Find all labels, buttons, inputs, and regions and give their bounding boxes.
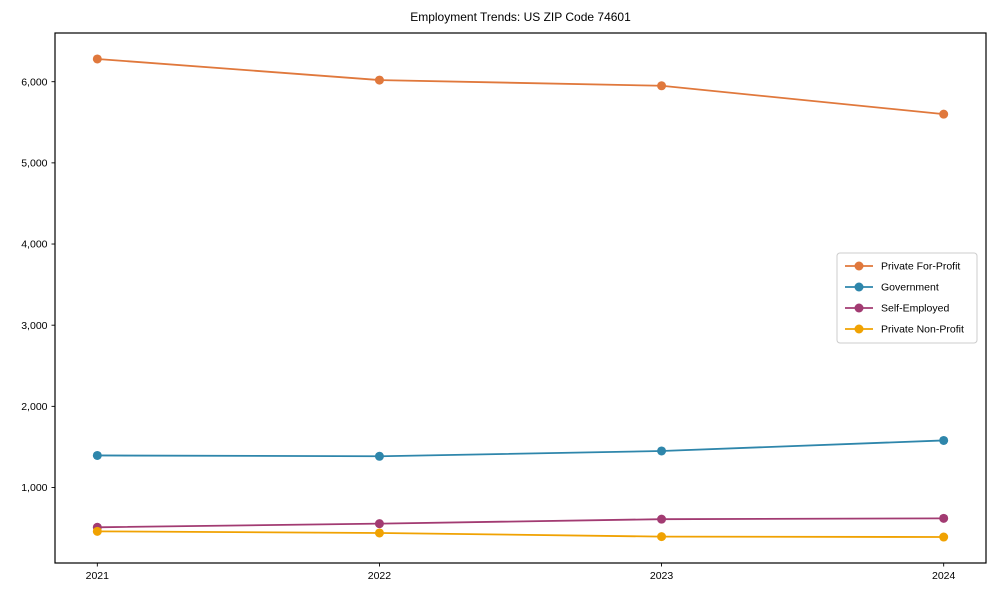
legend-item-government: Government bbox=[845, 282, 939, 294]
legend-marker bbox=[854, 261, 864, 271]
plot-area-frame bbox=[54, 32, 987, 564]
series-line-self-employed bbox=[97, 517, 944, 529]
legend-label: Government bbox=[881, 282, 939, 294]
legend-label: Private For-Profit bbox=[881, 261, 960, 273]
legend-marker bbox=[854, 282, 864, 292]
legend-marker bbox=[854, 324, 864, 334]
x-axis-tick-label: 2024 bbox=[932, 570, 956, 582]
chart-title: Employment Trends: US ZIP Code 74601 bbox=[410, 10, 631, 24]
x-axis-tick-label: 2021 bbox=[86, 570, 110, 582]
data-point-private-non-profit bbox=[657, 532, 667, 542]
data-point-government bbox=[657, 446, 667, 456]
y-axis-tick-label: 4,000 bbox=[21, 239, 47, 251]
y-axis-tick-label: 6,000 bbox=[21, 76, 47, 88]
series-line-government bbox=[97, 439, 944, 458]
series-line-private-for-profit bbox=[97, 58, 944, 116]
x-axis-tick-label: 2022 bbox=[368, 570, 392, 582]
legend-marker bbox=[854, 303, 864, 313]
legend-item-private-non-profit: Private Non-Profit bbox=[845, 324, 964, 336]
y-axis-tick-label: 5,000 bbox=[21, 158, 47, 170]
data-point-private-for-profit bbox=[374, 75, 384, 85]
data-point-private-for-profit bbox=[92, 54, 102, 64]
data-point-self-employed bbox=[374, 519, 384, 529]
legend-item-private-for-profit: Private For-Profit bbox=[845, 261, 960, 273]
legend-label: Private Non-Profit bbox=[881, 324, 964, 336]
data-point-private-non-profit bbox=[939, 532, 949, 542]
data-point-self-employed bbox=[939, 513, 949, 523]
data-point-self-employed bbox=[657, 514, 667, 524]
x-axis-tick-label: 2023 bbox=[650, 570, 674, 582]
y-axis-tick-label: 1,000 bbox=[21, 482, 47, 494]
legend: Private For-Profit Government Self-Employe… bbox=[836, 252, 978, 344]
legend-label: Self-Employed bbox=[881, 303, 949, 315]
data-point-government bbox=[939, 435, 949, 445]
y-axis-tick-label: 3,000 bbox=[21, 320, 47, 332]
series-line-private-non-profit bbox=[97, 530, 944, 538]
data-point-private-for-profit bbox=[939, 109, 949, 119]
data-point-private-for-profit bbox=[657, 81, 667, 91]
legend-box bbox=[836, 252, 978, 344]
data-point-government bbox=[92, 450, 102, 460]
legend-item-self-employed: Self-Employed bbox=[845, 303, 949, 315]
y-axis-tick-label: 2,000 bbox=[21, 401, 47, 413]
data-point-private-non-profit bbox=[92, 526, 102, 536]
data-point-private-non-profit bbox=[374, 528, 384, 538]
data-point-government bbox=[374, 451, 384, 461]
